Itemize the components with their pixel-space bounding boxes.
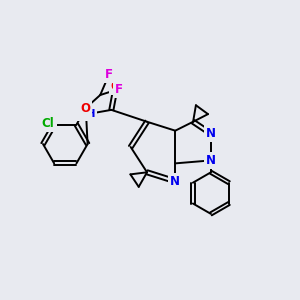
Text: F: F	[105, 68, 113, 81]
Text: N: N	[206, 127, 216, 140]
Text: O: O	[111, 80, 121, 93]
Text: NH: NH	[77, 109, 95, 119]
Text: O: O	[80, 102, 90, 115]
Text: Cl: Cl	[42, 117, 55, 130]
Text: N: N	[170, 175, 180, 188]
Text: N: N	[206, 154, 216, 167]
Text: F: F	[115, 82, 123, 96]
